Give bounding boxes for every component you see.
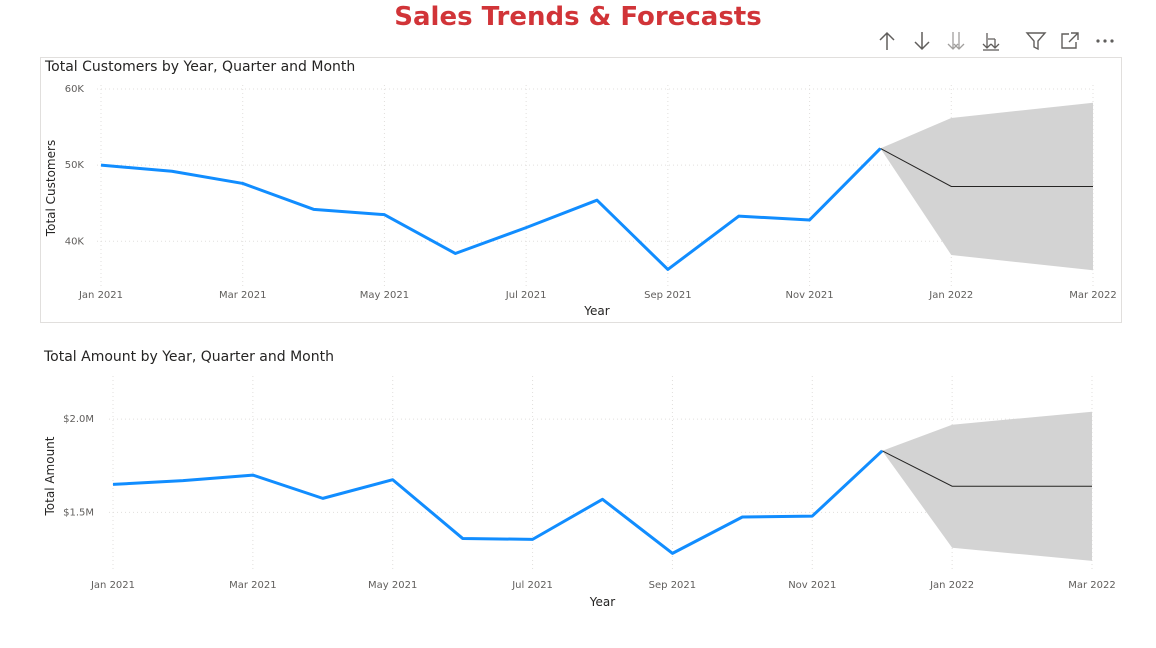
x-tick-label: Nov 2021 (788, 580, 836, 591)
customers-line-chart: 40K 50K 60K Jan 2021 Mar 2021 May 2021 Jul 202… (44, 84, 1117, 318)
x-tick-label: Jan 2022 (929, 580, 974, 591)
y-tick-label: $1.5M (63, 507, 94, 518)
chart-title: Total Customers by Year, Quarter and Mon… (45, 59, 356, 75)
x-tick-label: Sep 2021 (644, 290, 691, 301)
drill-up-icon (879, 31, 895, 50)
x-tick-label: Mar 2021 (229, 580, 277, 591)
x-tick-label: Jan 2021 (78, 290, 123, 301)
x-tick-label: Jan 2021 (90, 580, 135, 591)
x-tick-label: Jul 2021 (511, 580, 553, 591)
filter-icon (1025, 32, 1047, 51)
x-tick-label: Mar 2022 (1069, 290, 1117, 301)
drill-up-button[interactable] (874, 28, 900, 54)
expand-next-level-icon (947, 32, 965, 50)
x-tick-label: May 2021 (368, 580, 417, 591)
drill-down-button[interactable] (909, 28, 935, 54)
y-tick-label: 40K (65, 236, 85, 247)
page-title: Sales Trends & Forecasts (394, 2, 762, 32)
y-axis-title: Total Customers (44, 140, 58, 237)
series-line (112, 449, 884, 555)
chart-title: Total Amount by Year, Quarter and Month (44, 349, 334, 365)
y-tick-label: 50K (65, 160, 85, 171)
amount-chart-panel[interactable]: Total Amount by Year, Quarter and Month … (40, 346, 1120, 616)
forecast-line (880, 147, 1093, 187)
x-axis-title: Year (583, 304, 609, 318)
y-tick-label: 60K (65, 84, 85, 95)
forecast-line (881, 450, 1092, 487)
drill-down-icon (914, 32, 930, 51)
series-line (100, 147, 882, 271)
y-axis-title: Total Amount (43, 436, 57, 516)
expand-all-icon (982, 33, 1000, 51)
x-tick-label: Sep 2021 (649, 580, 696, 591)
y-tick-label: $2.0M (63, 414, 94, 425)
x-tick-label: May 2021 (360, 290, 409, 301)
x-tick-label: Jul 2021 (505, 290, 547, 301)
focus-mode-icon (1061, 32, 1079, 49)
x-axis-title: Year (589, 595, 615, 609)
x-tick-label: Nov 2021 (785, 290, 833, 301)
filter-button[interactable] (1023, 28, 1049, 54)
amount-line-chart: $1.5M $2.0M Jan 2021 Mar 2021 May 2021 Jul 20… (43, 376, 1116, 609)
expand-next-level-button[interactable] (943, 28, 969, 54)
x-tick-label: Mar 2021 (219, 290, 267, 301)
focus-mode-button[interactable] (1057, 28, 1083, 54)
expand-all-button[interactable] (978, 28, 1004, 54)
customers-chart-panel[interactable]: Total Customers by Year, Quarter and Mon… (40, 57, 1122, 323)
more-options-button[interactable] (1092, 28, 1118, 54)
x-tick-label: Jan 2022 (928, 290, 973, 301)
x-tick-label: Mar 2022 (1068, 580, 1116, 591)
more-options-icon (1096, 39, 1114, 43)
